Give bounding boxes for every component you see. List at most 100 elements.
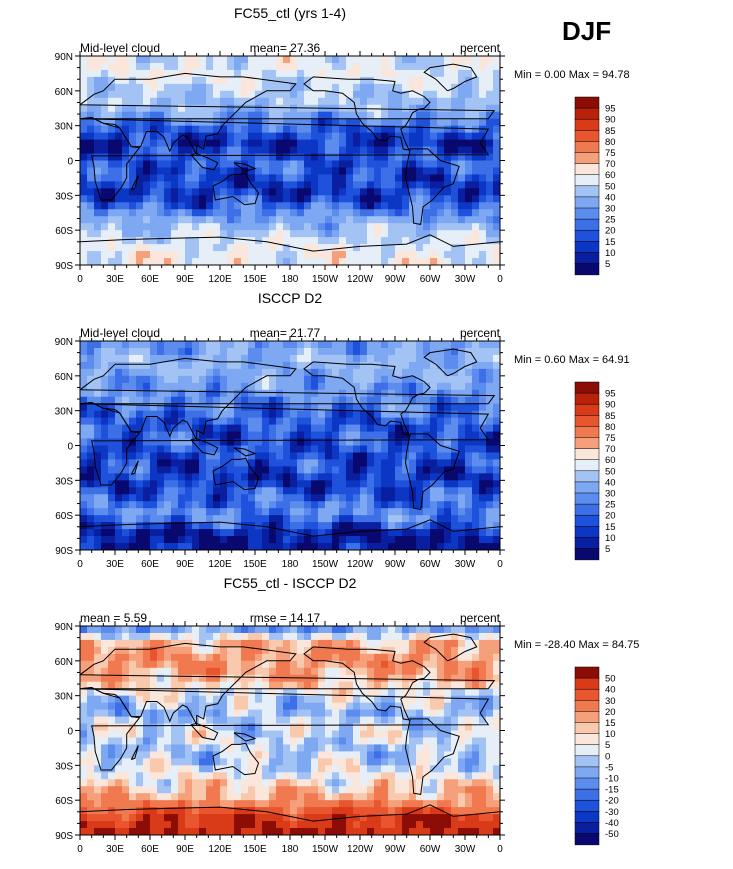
- x-tick-label: 90E: [176, 844, 194, 855]
- x-tick-label: 60W: [420, 274, 441, 285]
- colorbar-box: [575, 756, 599, 767]
- x-tick-label: 150W: [312, 274, 339, 285]
- colorbar-box: [575, 745, 599, 756]
- panel-title: FC55_ctl - ISCCP D2: [224, 575, 357, 591]
- panel-left-label: mean = 5.59: [80, 611, 147, 625]
- y-tick-label: 90S: [55, 831, 73, 842]
- colorbar-box: [575, 175, 599, 186]
- colorbar-label: 40: [605, 685, 616, 696]
- colorbar-box: [575, 811, 599, 822]
- map-field: [80, 626, 501, 836]
- panel-center-label: mean= 21.77: [250, 326, 321, 340]
- y-tick-label: 60N: [55, 657, 73, 668]
- min-max-label: Min = 0.00 Max = 94.78: [514, 69, 630, 81]
- colorbar-box: [575, 526, 599, 537]
- panel-title: FC55_ctl (yrs 1-4): [234, 5, 346, 21]
- x-tick-label: 60E: [141, 274, 159, 285]
- y-tick-label: 30S: [55, 476, 73, 487]
- colorbar-box: [575, 186, 599, 197]
- y-tick-label: 30S: [55, 761, 73, 772]
- colorbar-box: [575, 241, 599, 252]
- x-tick-label: 150E: [243, 274, 267, 285]
- colorbar-box: [575, 734, 599, 745]
- y-tick-label: 0: [67, 727, 73, 738]
- y-tick-label: 30N: [55, 122, 73, 133]
- colorbar-label: -30: [605, 807, 619, 818]
- colorbar-label: 5: [605, 544, 610, 555]
- panel-right-label: percent: [460, 41, 501, 55]
- x-tick-label: 120W: [347, 274, 374, 285]
- colorbar-label: 15: [605, 718, 616, 729]
- x-tick-label: 60W: [420, 559, 441, 570]
- panel-right-label: percent: [460, 611, 501, 625]
- panel-center-label: rmse = 14.17: [250, 611, 321, 625]
- x-tick-label: 90E: [176, 274, 194, 285]
- colorbar-box: [575, 667, 599, 678]
- x-tick-label: 120E: [208, 274, 232, 285]
- panel-3: FC55_ctl - ISCCP D2 mean = 5.59 rmse = 14.…: [55, 575, 640, 855]
- x-tick-label: 30W: [455, 559, 476, 570]
- x-tick-label: 0: [77, 559, 83, 570]
- colorbar-label: 90: [605, 400, 616, 411]
- colorbar-box: [575, 460, 599, 471]
- x-tick-label: 60E: [141, 559, 159, 570]
- x-tick-label: 180: [282, 559, 299, 570]
- colorbar-label: 0: [605, 751, 610, 762]
- y-tick-label: 0: [67, 157, 73, 168]
- y-tick-label: 90N: [55, 337, 73, 348]
- x-tick-label: 0: [497, 559, 503, 570]
- x-tick-label: 0: [77, 844, 83, 855]
- min-max-label: Min = -28.40 Max = 84.75: [514, 639, 639, 651]
- colorbar-box: [575, 678, 599, 689]
- x-tick-label: 90W: [385, 559, 406, 570]
- colorbar-box: [575, 493, 599, 504]
- colorbar-label: 95: [605, 104, 616, 115]
- panel-center-label: mean= 27.36: [250, 41, 321, 55]
- colorbar-box: [575, 482, 599, 493]
- colorbar-label: 5: [605, 740, 610, 751]
- map-field: [80, 341, 501, 551]
- colorbar-box: [575, 153, 599, 164]
- colorbar-box: [575, 767, 599, 778]
- colorbar-box: [575, 108, 599, 119]
- x-tick-label: 180: [282, 844, 299, 855]
- x-tick-label: 0: [497, 844, 503, 855]
- colorbar-box: [575, 252, 599, 263]
- colorbar-label: 10: [605, 248, 616, 259]
- x-tick-label: 30E: [106, 844, 124, 855]
- x-tick-label: 60E: [141, 844, 159, 855]
- colorbar-box: [575, 711, 599, 722]
- colorbar-box: [575, 97, 599, 108]
- x-tick-label: 30E: [106, 559, 124, 570]
- colorbar-label: 15: [605, 237, 616, 248]
- colorbar-box: [575, 230, 599, 241]
- colorbar-label: 20: [605, 511, 616, 522]
- x-tick-label: 120E: [208, 559, 232, 570]
- colorbar-label: 40: [605, 477, 616, 488]
- colorbar-label: 70: [605, 444, 616, 455]
- panel-right-label: percent: [460, 326, 501, 340]
- colorbar-label: -10: [605, 774, 619, 785]
- colorbar-box: [575, 549, 599, 560]
- colorbar-label: 25: [605, 500, 616, 511]
- colorbar-label: 10: [605, 729, 616, 740]
- colorbar-box: [575, 426, 599, 437]
- colorbar-label: 75: [605, 433, 616, 444]
- colorbar-box: [575, 415, 599, 426]
- colorbar-box: [575, 164, 599, 175]
- y-tick-label: 90S: [55, 546, 73, 557]
- colorbar-label: -15: [605, 785, 619, 796]
- y-tick-label: 60S: [55, 511, 73, 522]
- colorbar-label: 30: [605, 489, 616, 500]
- x-tick-label: 30E: [106, 274, 124, 285]
- colorbar-box: [575, 834, 599, 845]
- colorbar-label: 85: [605, 411, 616, 422]
- season-label: DJF: [562, 16, 611, 47]
- colorbar-box: [575, 449, 599, 460]
- colorbar-box: [575, 382, 599, 393]
- colorbar-box: [575, 471, 599, 482]
- x-tick-label: 120W: [347, 559, 374, 570]
- x-tick-label: 30W: [455, 844, 476, 855]
